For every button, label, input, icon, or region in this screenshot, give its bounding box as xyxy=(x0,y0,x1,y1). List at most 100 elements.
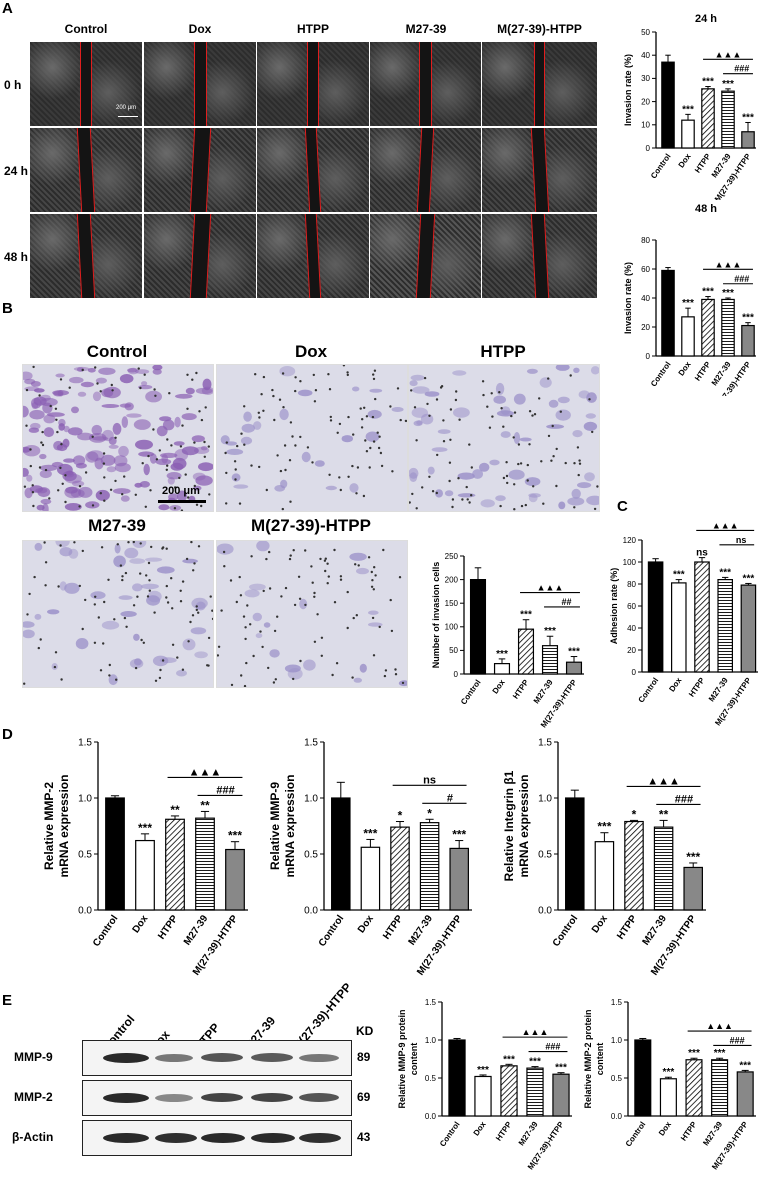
wound-image xyxy=(257,128,369,212)
x-tick-label: Dox xyxy=(131,913,151,935)
row-label-0h: 0 h xyxy=(4,78,22,92)
scratch-gap xyxy=(304,128,322,212)
x-tick-label: HTPP xyxy=(156,913,180,941)
scratch-gap xyxy=(304,214,322,298)
y-tick-label: 40 xyxy=(641,294,650,303)
band-mmp2-control xyxy=(103,1093,149,1103)
y-tick-label: 0 xyxy=(646,144,651,153)
transwell-image xyxy=(22,364,214,512)
wound-image xyxy=(257,42,369,126)
bar-control xyxy=(634,1039,652,1117)
wound-image xyxy=(144,128,256,212)
y-tick-label: 0.5 xyxy=(611,1074,623,1083)
x-tick-label: HTPP xyxy=(511,677,531,700)
x-tick-label: M27-39 xyxy=(182,913,211,947)
x-tick-label: Control xyxy=(649,360,673,388)
y-tick-label: 1.5 xyxy=(538,738,552,749)
band-mmp9-dox xyxy=(155,1054,193,1062)
col-header-htpp: HTPP xyxy=(296,22,329,36)
bar-dox xyxy=(659,1078,677,1117)
band-mmp9-control xyxy=(103,1053,149,1063)
y-tick-label: 0.0 xyxy=(425,1112,437,1121)
transwell-image xyxy=(22,540,214,688)
significance-mark: *** xyxy=(686,850,700,864)
bar-m-27-39-htpp xyxy=(683,866,703,911)
chart-mmp2-mrna: 0.0 0.5 1.0 1.5 Relative MMP-2 mRNA expressio… xyxy=(42,738,248,978)
y-tick-label: 30 xyxy=(641,74,650,83)
chart-invasion-cells: 0 50 100 150 200 250 Number of invasion cells C… xyxy=(431,552,584,728)
wound-image xyxy=(30,42,142,126)
band-mmp2-m27-39 xyxy=(251,1093,293,1102)
x-tick-label: Dox xyxy=(657,1120,673,1138)
chart-title: 24 h xyxy=(695,13,717,25)
x-tick-label: HTPP xyxy=(687,675,707,698)
comparison-label: ▲▲▲ xyxy=(712,520,739,530)
significance-mark: ns xyxy=(696,548,708,559)
y-tick-label: 80 xyxy=(627,580,636,589)
significance-mark: *** xyxy=(742,112,754,123)
bar-dox xyxy=(594,841,615,911)
blot-strip-mmp9 xyxy=(82,1040,352,1076)
band-actin-control xyxy=(103,1133,149,1143)
significance-mark: *** xyxy=(673,570,685,581)
y-tick-label: 50 xyxy=(449,646,458,655)
x-tick-label: M27-39 xyxy=(701,1120,724,1148)
y-axis-label: Adhesion rate (%) xyxy=(609,568,619,645)
col-header-dox: Dox xyxy=(188,22,212,36)
comparison-label: ▲▲▲ xyxy=(715,49,742,59)
stain-scale-bar xyxy=(158,500,206,503)
bar-dox xyxy=(360,846,381,911)
blot-label-mmp2: MMP-2 xyxy=(14,1090,53,1104)
y-tick-label: 0.5 xyxy=(538,850,552,861)
blot-strip-actin xyxy=(82,1120,352,1156)
y-tick-label: 0.5 xyxy=(304,850,318,861)
x-tick-label: M27-39 xyxy=(707,676,730,704)
y-tick-label: 1.5 xyxy=(425,998,437,1007)
band-actin-dox xyxy=(155,1133,197,1143)
significance-mark: * xyxy=(398,809,403,823)
x-tick-label: Dox xyxy=(356,913,376,935)
bar-htpp xyxy=(685,1059,703,1117)
bar-htpp xyxy=(517,628,535,675)
bar-m27-39 xyxy=(721,90,735,149)
bar-control xyxy=(448,1039,466,1117)
x-tick-label: HTPP xyxy=(494,1119,514,1142)
bar-m27-39 xyxy=(711,1059,729,1117)
significance-mark: *** xyxy=(719,567,731,578)
bar-m-27-39-htpp xyxy=(449,847,469,911)
scratch-gap xyxy=(307,42,319,126)
comparison-label: ### xyxy=(216,784,234,796)
x-tick-label: M27-39 xyxy=(532,678,555,706)
bar-dox xyxy=(681,119,695,149)
kd-mmp2: 69 xyxy=(357,1090,371,1104)
y-axis-label: mRNA expression xyxy=(517,775,531,878)
y-tick-label: 1.5 xyxy=(304,738,318,749)
y-tick-label: 1.0 xyxy=(425,1036,437,1045)
y-axis-label: mRNA expression xyxy=(57,775,71,878)
y-axis-label: Relative Integrin β1 xyxy=(502,770,516,881)
comparison-label: ▲▲▲ xyxy=(189,766,222,778)
significance-mark: *** xyxy=(228,829,242,843)
y-tick-label: 1.0 xyxy=(78,794,92,805)
scratch-gap xyxy=(415,214,436,298)
x-tick-label: HTPP xyxy=(693,151,713,174)
bar-m27-39 xyxy=(419,822,440,911)
stain-title-htpp: HTPP xyxy=(480,342,526,361)
x-tick-label: Control xyxy=(649,152,673,180)
bar-dox xyxy=(135,839,155,911)
significance-mark: * xyxy=(427,806,432,820)
bar-htpp xyxy=(701,88,715,149)
y-tick-label: 20 xyxy=(641,97,650,106)
x-tick-label: Control xyxy=(459,678,483,706)
wound-image xyxy=(370,42,481,126)
comparison-label: ### xyxy=(730,1035,745,1045)
significance-mark: *** xyxy=(702,287,714,298)
comparison-label: ▲▲▲ xyxy=(715,259,742,269)
wound-image xyxy=(144,214,256,298)
panel-label-b: B xyxy=(2,300,13,317)
significance-mark: ** xyxy=(200,798,210,812)
y-tick-label: 0 xyxy=(646,352,651,361)
comparison-label: # xyxy=(447,792,453,804)
bar-m27-39 xyxy=(195,817,215,911)
panel-label-e: E xyxy=(2,992,13,1009)
